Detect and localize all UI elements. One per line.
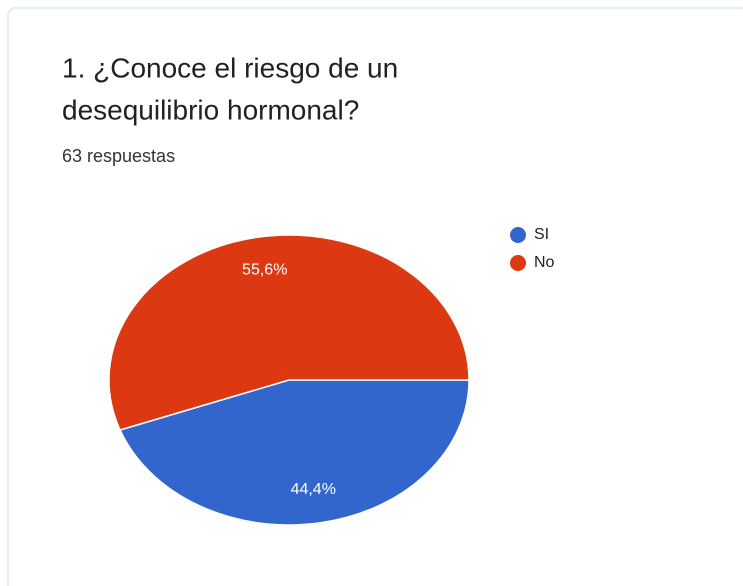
pie-slice bbox=[108, 234, 470, 431]
legend-label: SI bbox=[534, 226, 549, 243]
chart-subtitle: 63 respuestas bbox=[62, 146, 175, 166]
value-label: 55,6% bbox=[242, 261, 287, 278]
chart-title: 1. ¿Conoce el riesgo de un bbox=[62, 52, 398, 83]
value-label: 44,4% bbox=[291, 481, 336, 498]
legend-swatch bbox=[510, 255, 526, 271]
chart-title: desequilibrio hormonal? bbox=[62, 94, 359, 125]
legend-label: No bbox=[534, 254, 555, 271]
legend-swatch bbox=[510, 227, 526, 243]
pie-slice bbox=[118, 379, 470, 526]
